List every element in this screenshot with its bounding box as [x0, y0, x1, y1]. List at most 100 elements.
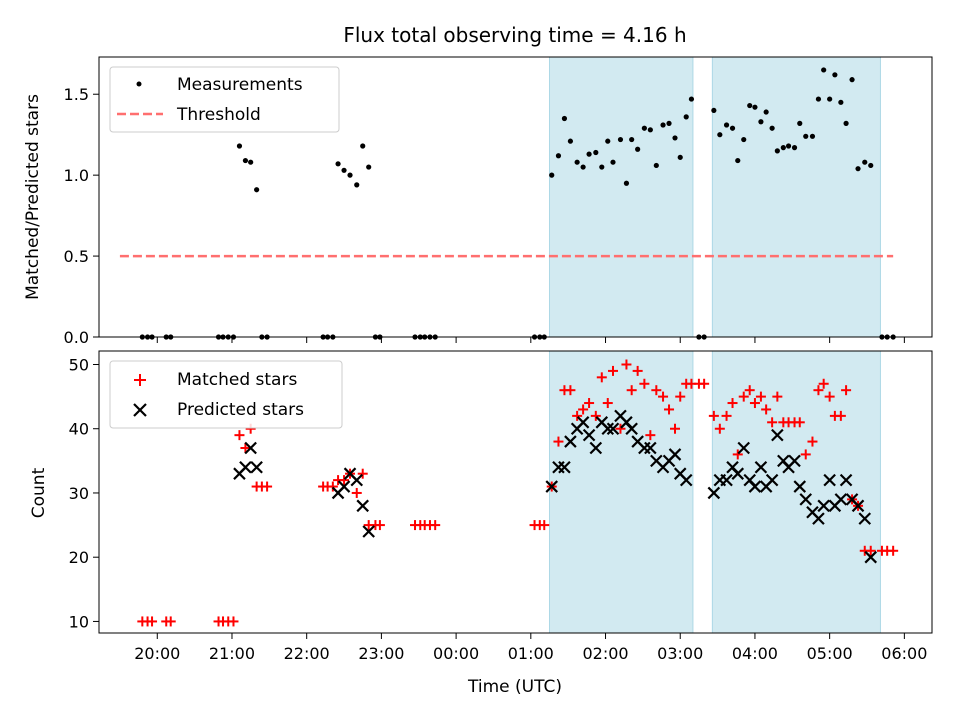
measurement-point — [797, 120, 803, 126]
predicted-point — [707, 486, 721, 500]
matched-point — [626, 385, 637, 396]
predicted-point — [858, 512, 872, 525]
x-tick-label: 05:00 — [807, 644, 853, 663]
predicted-point — [564, 435, 577, 448]
measurement-point — [242, 157, 249, 164]
measurement-point — [360, 143, 366, 149]
top-shaded-intervals — [548, 56, 881, 338]
predicted-point — [644, 441, 657, 455]
y-tick-label: 30 — [69, 484, 89, 503]
measurement-point — [769, 125, 775, 131]
matched-point — [727, 398, 738, 409]
matched-point — [639, 378, 650, 389]
predicted-point — [799, 493, 813, 506]
x-tick-label: 02:00 — [582, 644, 628, 663]
predicted-point — [350, 473, 364, 487]
legend-matched-marker — [134, 374, 146, 386]
matched-point — [430, 520, 441, 531]
predicted-point — [771, 428, 784, 442]
legend-measurements-label: Measurements — [177, 75, 303, 95]
predicted-point — [601, 422, 615, 436]
matched-point — [234, 430, 245, 441]
y-tick-label: 1.5 — [64, 85, 89, 104]
shaded-interval-1 — [548, 350, 694, 634]
x-tick-label: 00:00 — [433, 644, 479, 663]
measurement-point — [843, 120, 849, 126]
legend-measurements-marker — [136, 81, 142, 87]
measurement-point — [672, 135, 678, 141]
matched-point — [553, 436, 564, 447]
measurement-point — [580, 164, 586, 170]
predicted-point — [244, 441, 257, 455]
chart-title: Flux total observing time = 4.16 h — [343, 23, 686, 47]
matched-point — [565, 385, 576, 396]
x-tick-label: 23:00 — [358, 644, 404, 663]
y-tick-label: 0.5 — [64, 247, 89, 266]
matched-point — [767, 417, 778, 428]
predicted-point — [731, 467, 745, 480]
predicted-point — [250, 460, 263, 474]
matched-point — [841, 385, 852, 396]
predicted-point — [679, 473, 693, 487]
measurement-point — [555, 153, 562, 159]
x-tick-label: 03:00 — [657, 644, 703, 663]
bottom-shaded-intervals — [548, 350, 881, 634]
matched-point — [708, 410, 719, 421]
predicted-point — [606, 422, 620, 436]
measurement-point — [341, 167, 347, 173]
bottom-y-ticks: 10 20 30 40 50 — [69, 355, 99, 631]
matched-point — [651, 385, 662, 396]
measurement-point — [763, 109, 769, 115]
measurement-point — [629, 136, 635, 143]
y-tick-label: 20 — [69, 548, 89, 567]
measurement-point — [635, 146, 641, 152]
shaded-interval-2 — [711, 350, 881, 634]
y-tick-label: 0.0 — [64, 328, 89, 347]
shaded-interval-2 — [711, 56, 881, 338]
x-tick-label: 06:00 — [881, 644, 927, 663]
measurement-point — [735, 157, 741, 164]
y-tick-label: 50 — [69, 355, 89, 374]
bottom-legend: Matched stars Predicted stars — [109, 360, 343, 429]
bottom-x-ticks: 20:00 21:00 22:00 23:00 00:00 01:00 02:00 03:00… — [134, 633, 927, 663]
predicted-point — [576, 416, 590, 429]
measurement-point — [849, 77, 855, 83]
measurement-point — [236, 143, 243, 149]
measurement-point — [574, 159, 580, 165]
shaded-interval-1 — [548, 56, 694, 338]
top-legend: Measurements Threshold — [109, 66, 340, 133]
matched-point — [228, 616, 239, 627]
measurement-point — [641, 125, 647, 131]
measurement-point — [335, 161, 341, 167]
measurement-point — [752, 104, 758, 110]
measurement-point — [599, 164, 605, 170]
legend-predicted-label: Predicted stars — [177, 400, 304, 420]
x-tick-label: 20:00 — [134, 644, 180, 663]
measurement-point — [729, 125, 736, 131]
predicted-point — [582, 428, 596, 442]
matched-point — [572, 410, 583, 421]
y-tick-label: 10 — [69, 612, 89, 631]
measurement-point — [610, 159, 616, 165]
measurement-point — [827, 96, 833, 102]
matched-point — [818, 378, 829, 389]
matched-point — [621, 359, 632, 370]
matched-point — [865, 545, 876, 556]
measurement-point — [593, 149, 599, 156]
predicted-point — [737, 441, 751, 455]
measurement-point — [688, 96, 695, 102]
measurement-point — [832, 72, 838, 78]
predicted-point — [545, 480, 559, 493]
bottom-predicted-points — [233, 409, 878, 564]
x-tick-label: 04:00 — [732, 644, 778, 663]
measurement-point — [248, 159, 254, 165]
matched-point — [632, 365, 643, 376]
measurement-point — [623, 180, 630, 186]
measurement-point — [617, 136, 624, 143]
predicted-point — [589, 441, 603, 455]
bottom-legend-box — [109, 360, 343, 429]
measurement-point — [803, 133, 809, 139]
measurement-point — [758, 119, 764, 125]
predicted-point — [788, 454, 801, 468]
